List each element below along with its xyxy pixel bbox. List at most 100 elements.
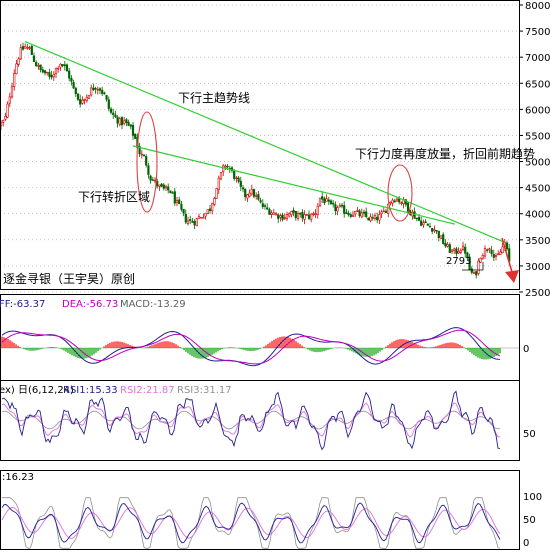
candle-body — [354, 211, 357, 215]
candle-body — [147, 165, 150, 175]
kdj-100-tick: 100 — [523, 492, 542, 503]
candle-body — [345, 212, 348, 214]
candle-body — [422, 222, 425, 226]
kdj-0-tick: 0 — [523, 538, 529, 549]
price-panel: 下行主趋势线 下行力度再度放量，折回前期趋势 下行转折区域 2793 逐金寻银（… — [0, 0, 550, 299]
candle-body — [279, 215, 282, 218]
candle-body — [65, 64, 69, 72]
price-tick-label: 6000 — [525, 105, 550, 116]
candle-body — [444, 242, 447, 247]
candle-body — [193, 221, 196, 226]
candle-body — [248, 192, 251, 197]
candle-body — [94, 88, 97, 90]
candle-body — [134, 133, 137, 139]
price-tick-label: 4000 — [525, 210, 550, 221]
candle-body — [255, 195, 258, 197]
candle-body — [125, 119, 128, 123]
candle-body — [384, 210, 388, 213]
annotation-main-trend: 下行主趋势线 — [178, 91, 250, 105]
candle-body — [501, 246, 504, 253]
candle-body — [257, 194, 260, 200]
candle-body — [497, 253, 500, 256]
candle-body — [486, 249, 489, 251]
candle-body — [162, 184, 165, 189]
candle-body — [175, 200, 179, 203]
candle-body — [46, 71, 49, 74]
price-tick-label: 3500 — [525, 236, 550, 247]
candle-body — [169, 190, 172, 193]
candle-body — [492, 254, 495, 258]
candle-body — [415, 217, 418, 220]
candle-body — [2, 120, 5, 123]
candle-body — [369, 216, 372, 221]
candle-body — [310, 213, 313, 220]
candle-body — [118, 118, 121, 126]
candle-body — [87, 95, 91, 99]
candle-body — [439, 235, 443, 239]
candle-body — [446, 244, 449, 247]
candle-body — [380, 211, 383, 215]
candle-body — [400, 202, 403, 204]
candle-body — [285, 214, 289, 220]
candle-body — [382, 210, 385, 213]
macd-dea-label: DEA:-56.73 — [62, 299, 118, 310]
reversal-zone-highlight — [136, 111, 158, 213]
candle-body — [481, 255, 484, 259]
price-tick-label: 5500 — [525, 131, 550, 142]
candle-body — [477, 260, 480, 274]
candle-body — [459, 250, 462, 254]
candle-body — [395, 198, 399, 202]
candle-body — [332, 202, 335, 205]
candle-body — [263, 205, 267, 207]
candle-body — [105, 95, 108, 100]
candle-body — [138, 146, 141, 155]
price-tick-label: 6500 — [525, 79, 550, 90]
candle-body — [246, 194, 249, 199]
macd-panel: FF:-63.37 DEA:-56.73 MACD:-13.29 0 — [0, 294, 529, 395]
candle-body — [336, 207, 339, 212]
candle-body — [360, 212, 363, 218]
candle-body — [103, 92, 106, 95]
candle-body — [72, 82, 75, 89]
candle-body — [224, 165, 227, 168]
candle-body — [98, 88, 102, 91]
candle-body — [409, 209, 412, 215]
candle-body — [312, 213, 315, 215]
candle-body — [76, 93, 80, 100]
candle-body — [48, 72, 51, 77]
candle-body — [35, 61, 38, 67]
main-downtrend-line — [24, 40, 506, 243]
candle-body — [250, 188, 253, 195]
candle-body — [41, 69, 44, 73]
annotation-reversal-zone: 下行转折区域 — [78, 189, 150, 204]
candle-body — [50, 75, 53, 78]
candle-body — [472, 272, 476, 274]
candle-body — [127, 121, 130, 126]
candle-body — [340, 204, 344, 207]
candle-body — [68, 70, 71, 79]
kdj-50-tick: 50 — [523, 515, 536, 526]
candle-body — [226, 165, 229, 168]
candle-body — [200, 217, 203, 219]
candle-body — [208, 208, 212, 212]
candle-body — [219, 172, 223, 180]
candle-body — [505, 242, 509, 250]
candle-body — [334, 204, 337, 211]
candle-body — [494, 255, 498, 257]
candle-body — [437, 230, 440, 239]
candle-body — [171, 192, 174, 194]
candle-body — [367, 217, 370, 221]
candle-body — [391, 199, 394, 204]
candle-body — [213, 197, 216, 205]
price-tick-label: 4500 — [525, 184, 550, 195]
rsi-50-tick: 50 — [523, 429, 536, 440]
candle-body — [101, 89, 104, 94]
candle-body — [211, 203, 214, 212]
candle-body — [109, 108, 113, 113]
candle-body — [145, 156, 148, 166]
candle-body — [488, 248, 491, 250]
candle-body — [96, 89, 99, 91]
candle-body — [37, 65, 40, 67]
candle-body — [461, 245, 465, 250]
rsi-panel: ex) 日(6,12,24) RSI1:15.33 RSI2:21.87 RSI… — [0, 380, 536, 461]
